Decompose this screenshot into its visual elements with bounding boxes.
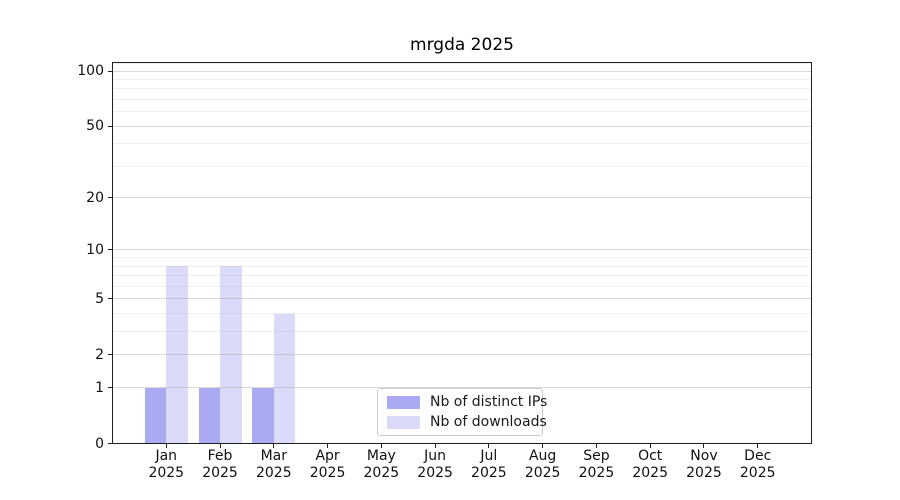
minor-gridline [112, 62, 812, 64]
year-label: 2025 [363, 465, 400, 481]
minor-gridline [112, 331, 812, 333]
x-tick-label-feb: Feb 2025 [188, 448, 252, 482]
x-tick-mark [488, 443, 490, 448]
x-tick-mark [327, 443, 329, 448]
year-label: 2025 [417, 465, 453, 481]
month-label: Jun [424, 448, 447, 464]
bar-nb-of-downloads-mar [273, 313, 296, 444]
year-label: 2025 [471, 465, 507, 481]
major-gridline [112, 387, 812, 389]
x-tick-mark [542, 443, 544, 448]
year-label: 2025 [632, 465, 668, 481]
minor-gridline [112, 88, 812, 90]
minor-gridline [112, 265, 812, 267]
year-label: 2025 [686, 465, 722, 481]
x-tick-label-jan: Jan 2025 [134, 448, 198, 482]
minor-gridline [112, 99, 812, 100]
month-label: Jul [480, 448, 498, 464]
year-label: 2025 [202, 465, 238, 481]
x-tick-mark [165, 443, 167, 448]
legend-swatch-nb-of-downloads [387, 415, 420, 429]
month-label: Oct [638, 448, 663, 464]
major-gridline [112, 70, 812, 72]
major-gridline [112, 249, 812, 251]
minor-gridline [112, 143, 812, 145]
minor-gridline [112, 165, 812, 167]
year-label: 2025 [524, 465, 561, 481]
month-label: Jan [155, 448, 178, 464]
bar-nb-of-distinct-ips-feb [198, 387, 221, 444]
x-tick-mark [219, 443, 221, 448]
y-tick-label: 50 [86, 118, 104, 135]
legend-item-nb-of-downloads: Nb of downloads [387, 414, 547, 430]
x-tick-label-jun: Jun 2025 [403, 448, 467, 482]
x-tick-label-apr: Apr 2025 [296, 448, 360, 482]
y-tick-label: 10 [86, 241, 104, 258]
bar-nb-of-distinct-ips-jan [144, 387, 167, 444]
y-tick-mark [108, 387, 112, 389]
month-label: May [366, 448, 396, 464]
month-label: Aug [528, 448, 557, 464]
y-tick-mark [108, 354, 112, 356]
x-tick-label-oct: Oct 2025 [618, 448, 682, 482]
y-tick-label: 5 [95, 290, 104, 307]
year-label: 2025 [739, 465, 776, 481]
month-label: Sep [583, 448, 610, 464]
y-tick-label: 2 [95, 346, 104, 363]
major-gridline [112, 197, 812, 199]
x-tick-mark [703, 443, 705, 448]
y-tick-mark [108, 443, 112, 444]
x-tick-mark [434, 443, 436, 448]
year-label: 2025 [148, 465, 185, 481]
x-tick-label-mar: Mar 2025 [242, 448, 306, 482]
y-tick-mark [108, 197, 112, 199]
y-tick-mark [108, 125, 112, 127]
x-tick-label-sep: Sep 2025 [564, 448, 628, 482]
year-label: 2025 [255, 465, 292, 481]
legend-swatch-nb-of-distinct-ips [387, 395, 420, 409]
month-label: Feb [207, 448, 233, 464]
minor-gridline [112, 78, 812, 80]
legend: Nb of distinct IPs Nb of downloads [377, 388, 547, 436]
bar-nb-of-distinct-ips-mar [252, 387, 274, 444]
x-tick-mark [273, 443, 275, 448]
month-label: Dec [744, 448, 772, 464]
x-tick-label-aug: Aug 2025 [511, 448, 575, 482]
y-tick-label: 20 [86, 189, 104, 206]
legend-label: Nb of downloads [430, 414, 547, 430]
x-tick-mark [757, 443, 759, 448]
y-tick-label: 0 [95, 435, 104, 452]
y-tick-mark [108, 70, 112, 72]
major-gridline [112, 125, 812, 127]
x-tick-mark [649, 443, 651, 448]
minor-gridline [112, 275, 812, 277]
major-gridline [112, 298, 812, 300]
x-tick-mark [380, 443, 382, 448]
x-tick-label-may: May 2025 [349, 448, 413, 482]
minor-gridline [112, 313, 812, 315]
month-label: Nov [690, 448, 718, 464]
y-tick-label: 1 [95, 379, 104, 396]
year-label: 2025 [309, 465, 346, 481]
minor-gridline [112, 285, 812, 287]
year-label: 2025 [578, 465, 615, 481]
y-tick-mark [108, 249, 112, 251]
month-label: Mar [260, 448, 287, 464]
x-tick-label-nov: Nov 2025 [672, 448, 736, 482]
chart-title: mrgda 2025 [410, 35, 514, 55]
y-tick-label: 100 [77, 63, 104, 80]
minor-gridline [112, 111, 812, 113]
x-tick-mark [595, 443, 597, 448]
month-label: Apr [315, 448, 340, 464]
minor-gridline [112, 257, 812, 259]
x-tick-label-jul: Jul 2025 [457, 448, 521, 482]
major-gridline [112, 354, 812, 356]
y-tick-mark [108, 298, 112, 300]
legend-label: Nb of distinct IPs [430, 394, 548, 410]
legend-item-nb-of-distinct-ips: Nb of distinct IPs [387, 394, 547, 410]
x-tick-label-dec: Dec 2025 [726, 448, 790, 482]
